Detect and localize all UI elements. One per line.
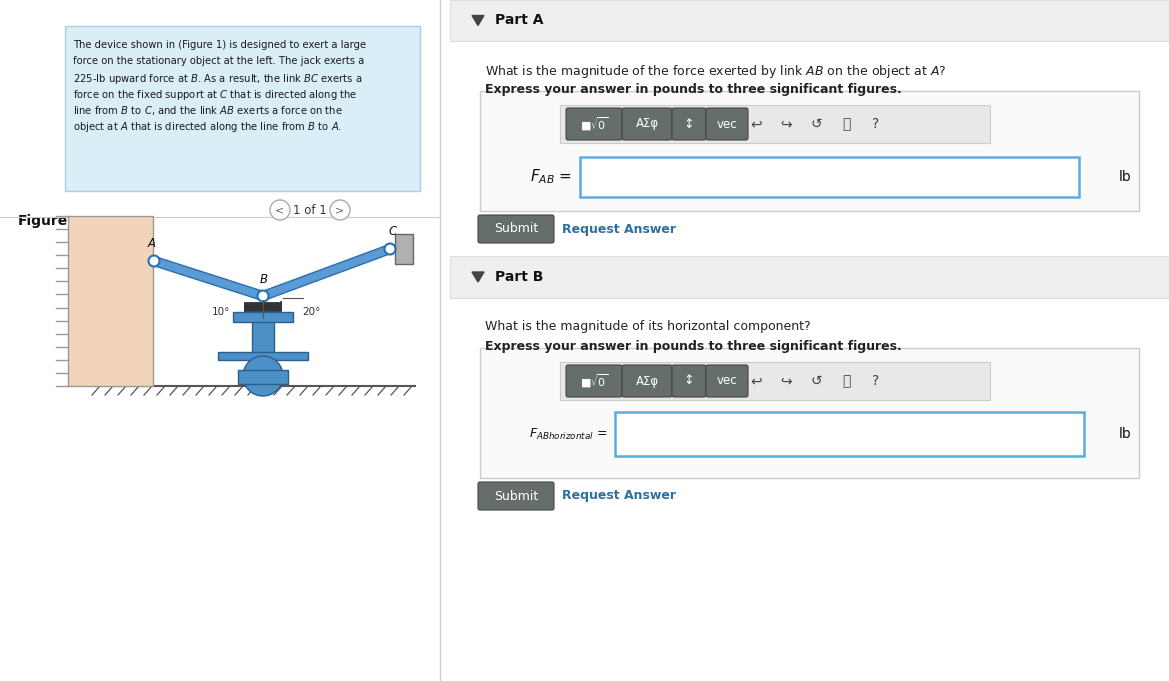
Text: ↪: ↪ — [780, 374, 791, 388]
FancyBboxPatch shape — [706, 108, 748, 140]
Text: AΣφ: AΣφ — [636, 375, 658, 387]
Text: $F_{ABhorizontal}$ =: $F_{ABhorizontal}$ = — [528, 426, 607, 441]
FancyBboxPatch shape — [615, 412, 1084, 456]
Text: $\blacksquare\sqrt{0}$: $\blacksquare\sqrt{0}$ — [580, 373, 608, 390]
Bar — [233, 312, 293, 322]
Text: ↩: ↩ — [750, 374, 762, 388]
FancyBboxPatch shape — [672, 365, 706, 397]
Circle shape — [385, 244, 395, 255]
FancyBboxPatch shape — [580, 157, 1079, 197]
Bar — [238, 370, 288, 384]
Text: ⬜: ⬜ — [842, 374, 850, 388]
FancyBboxPatch shape — [560, 362, 990, 400]
Text: ↺: ↺ — [810, 117, 822, 131]
Polygon shape — [262, 244, 392, 300]
Bar — [68, 216, 153, 386]
Text: AΣφ: AΣφ — [636, 118, 658, 131]
Text: $\blacksquare\sqrt{0}$: $\blacksquare\sqrt{0}$ — [580, 115, 608, 133]
FancyBboxPatch shape — [672, 108, 706, 140]
Text: B: B — [260, 273, 268, 286]
Text: Figure: Figure — [18, 214, 68, 228]
Text: Part A: Part A — [494, 14, 544, 27]
Bar — [217, 352, 307, 360]
Text: vec: vec — [717, 118, 738, 131]
Text: >: > — [336, 205, 345, 215]
Text: 225-lb upward force at $B$. As a result, the link $BC$ exerts a: 225-lb upward force at $B$. As a result,… — [72, 72, 362, 86]
Circle shape — [148, 255, 159, 266]
FancyBboxPatch shape — [622, 108, 672, 140]
FancyBboxPatch shape — [706, 365, 748, 397]
Text: The device shown in (Figure 1) is designed to exert a large: The device shown in (Figure 1) is design… — [72, 40, 366, 50]
Text: ⬜: ⬜ — [842, 117, 850, 131]
FancyBboxPatch shape — [560, 105, 990, 143]
Text: force on the fixed support at $C$ that is directed along the: force on the fixed support at $C$ that i… — [72, 88, 358, 102]
Text: ↕: ↕ — [684, 375, 694, 387]
Polygon shape — [472, 272, 484, 282]
Text: $F_{AB}$ =: $F_{AB}$ = — [531, 168, 572, 187]
FancyBboxPatch shape — [480, 91, 1139, 211]
Text: What is the magnitude of its horizontal component?: What is the magnitude of its horizontal … — [485, 320, 810, 333]
Bar — [450, 0, 1169, 41]
Text: object at $A$ that is directed along the line from $B$ to $A$.: object at $A$ that is directed along the… — [72, 120, 343, 134]
Circle shape — [243, 356, 283, 396]
Text: Submit: Submit — [493, 490, 538, 503]
Bar — [253, 316, 274, 366]
Text: ↩: ↩ — [750, 117, 762, 131]
Text: force on the stationary object at the left. The jack exerts a: force on the stationary object at the le… — [72, 56, 365, 66]
FancyBboxPatch shape — [566, 108, 622, 140]
Text: ?: ? — [872, 374, 879, 388]
FancyBboxPatch shape — [622, 365, 672, 397]
Text: ↪: ↪ — [780, 117, 791, 131]
Polygon shape — [472, 16, 484, 25]
Text: Part B: Part B — [494, 270, 544, 284]
Text: 20°: 20° — [302, 307, 320, 317]
Text: lb: lb — [1119, 427, 1130, 441]
Text: C: C — [389, 225, 397, 238]
FancyBboxPatch shape — [478, 215, 554, 243]
Text: lb: lb — [1119, 170, 1130, 184]
FancyBboxPatch shape — [566, 365, 622, 397]
Text: A: A — [148, 237, 155, 250]
Text: What is the magnitude of the force exerted by link $AB$ on the object at $A$?: What is the magnitude of the force exert… — [485, 63, 947, 80]
Circle shape — [330, 200, 350, 220]
FancyBboxPatch shape — [65, 26, 420, 191]
Text: 10°: 10° — [212, 307, 230, 317]
Text: vec: vec — [717, 375, 738, 387]
Text: ↕: ↕ — [684, 118, 694, 131]
Bar — [395, 234, 413, 264]
Text: Express your answer in pounds to three significant figures.: Express your answer in pounds to three s… — [485, 83, 901, 96]
Text: Request Answer: Request Answer — [562, 223, 676, 236]
Text: ↺: ↺ — [810, 374, 822, 388]
Bar — [450, 256, 1169, 298]
Circle shape — [270, 200, 290, 220]
Text: line from $B$ to $C$, and the link $AB$ exerts a force on the: line from $B$ to $C$, and the link $AB$ … — [72, 104, 343, 117]
Text: Request Answer: Request Answer — [562, 490, 676, 503]
Text: Submit: Submit — [493, 223, 538, 236]
Polygon shape — [153, 257, 264, 300]
Circle shape — [257, 291, 269, 302]
Text: Express your answer in pounds to three significant figures.: Express your answer in pounds to three s… — [485, 340, 901, 353]
Text: <: < — [276, 205, 284, 215]
FancyBboxPatch shape — [480, 348, 1139, 478]
Text: ?: ? — [872, 117, 879, 131]
FancyBboxPatch shape — [478, 482, 554, 510]
Text: 1 of 1: 1 of 1 — [293, 204, 327, 217]
